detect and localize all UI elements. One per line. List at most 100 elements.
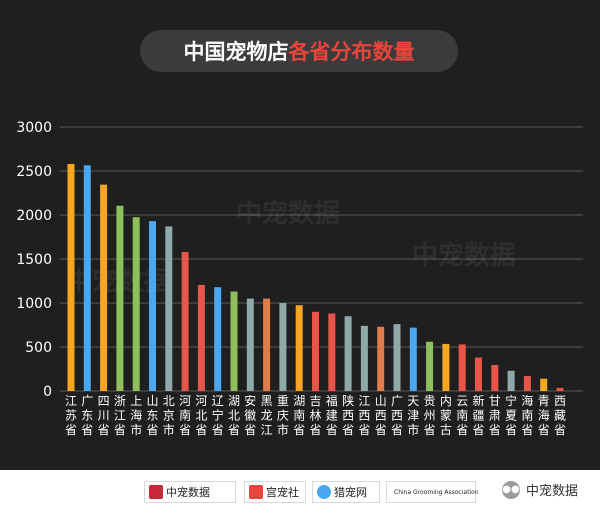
y-tick-label: 1000 bbox=[16, 296, 52, 312]
x-category-label-char: 省 bbox=[65, 423, 77, 437]
bar bbox=[409, 327, 417, 391]
y-tick-label: 500 bbox=[25, 340, 52, 356]
x-category-label-char: 上 bbox=[130, 394, 142, 408]
bar bbox=[83, 165, 91, 391]
x-category-label-char: 山 bbox=[375, 394, 387, 408]
x-category-label-char: 建 bbox=[326, 409, 338, 423]
bar bbox=[100, 184, 108, 391]
grid-layer bbox=[60, 126, 583, 392]
bar bbox=[426, 341, 434, 391]
gongchongshe-mark-icon bbox=[249, 485, 263, 499]
x-category-label-char: 山 bbox=[146, 394, 158, 408]
x-category-label-char: 南 bbox=[521, 408, 533, 423]
x-category-label-char: 省 bbox=[472, 423, 484, 437]
bar bbox=[540, 378, 548, 391]
x-category-label-char: 北 bbox=[195, 409, 207, 423]
x-category-label-char: 辽 bbox=[212, 394, 224, 408]
logo-text: China Grooming Association bbox=[394, 488, 479, 496]
bar bbox=[132, 217, 140, 391]
x-category-label-char: 云 bbox=[456, 394, 468, 408]
bar bbox=[181, 251, 189, 391]
y-tick-label: 2000 bbox=[16, 208, 52, 224]
bar bbox=[360, 325, 368, 391]
x-category-label-char: 省 bbox=[521, 423, 533, 437]
bar bbox=[214, 287, 222, 391]
watermark-text: 中宠数据 bbox=[236, 198, 340, 229]
x-category-label-char: 东 bbox=[81, 409, 93, 423]
logo-text: 宫宠社 bbox=[266, 486, 299, 499]
chart-title: 中国宠物店各省分布数量 bbox=[184, 40, 415, 64]
logo-grooming-association: China Grooming Association bbox=[386, 481, 479, 503]
x-category-label-char: 州 bbox=[424, 409, 436, 423]
bar bbox=[312, 311, 319, 391]
x-category-label-char: 甘 bbox=[489, 394, 501, 408]
y-tick-label: 0 bbox=[43, 384, 52, 400]
x-category-labels: 江苏省广东省四川省浙江省上海市山东省北京市河南省河北省辽宁省湖北省安徽省黑龙江重… bbox=[65, 393, 566, 437]
logo-text: 猎宠网 bbox=[334, 486, 367, 499]
bar bbox=[475, 357, 482, 391]
x-category-label-char: 西 bbox=[358, 409, 370, 423]
bar bbox=[328, 313, 336, 391]
watermark-text: 中宠数据 bbox=[412, 240, 516, 271]
x-category-label-char: 内 bbox=[440, 394, 452, 408]
bar bbox=[67, 163, 75, 391]
x-category-label-char: 湖 bbox=[228, 393, 240, 408]
x-category-label-char: 省 bbox=[358, 423, 370, 437]
x-category-label-char: 川 bbox=[98, 409, 110, 423]
bar bbox=[116, 205, 124, 391]
x-category-label-char: 古 bbox=[440, 422, 452, 437]
bar bbox=[458, 344, 466, 391]
x-category-label-char: 西 bbox=[554, 394, 566, 408]
x-category-label-char: 陕 bbox=[342, 393, 354, 408]
wechat-label: 中宠数据 bbox=[526, 484, 579, 499]
bar bbox=[279, 303, 287, 391]
x-category-label-char: 天 bbox=[407, 394, 419, 408]
zhongchong-mark-icon bbox=[149, 485, 163, 499]
title-accent: 各省分布数量 bbox=[288, 40, 415, 64]
x-category-label-char: 宁 bbox=[505, 393, 517, 408]
bar bbox=[377, 326, 385, 391]
bar bbox=[344, 316, 352, 391]
bar bbox=[523, 376, 531, 391]
x-category-label-char: 市 bbox=[163, 422, 175, 437]
x-category-label-char: 省 bbox=[391, 423, 403, 437]
x-category-label-char: 江 bbox=[114, 409, 126, 423]
x-category-label-char: 市 bbox=[130, 422, 142, 437]
logo-liechongwang: 猎宠网 bbox=[312, 481, 380, 503]
x-category-label-char: 庆 bbox=[277, 409, 289, 423]
x-category-label-char: 河 bbox=[195, 394, 207, 408]
title-pill bbox=[140, 30, 458, 72]
x-category-label-char: 省 bbox=[538, 423, 550, 437]
x-category-label-char: 广 bbox=[391, 394, 403, 408]
x-category-label-char: 省 bbox=[98, 423, 110, 437]
x-category-label-char: 省 bbox=[309, 423, 321, 437]
wechat-account: ●● 中宠数据 bbox=[502, 480, 578, 499]
x-category-label-char: 省 bbox=[179, 423, 191, 437]
x-category-label-char: 省 bbox=[489, 423, 501, 437]
y-tick-label: 2500 bbox=[16, 164, 52, 180]
logo-text: 中宠数据 bbox=[166, 486, 210, 499]
x-category-label-char: 省 bbox=[554, 423, 566, 437]
x-category-label-char: 疆 bbox=[472, 409, 484, 423]
x-category-label-char: 南 bbox=[179, 408, 191, 423]
x-category-label-char: 肃 bbox=[489, 409, 501, 423]
x-category-label-char: 徽 bbox=[244, 408, 256, 423]
x-category-label-char: 蒙 bbox=[440, 409, 452, 423]
bar bbox=[393, 324, 401, 391]
x-category-label-char: 海 bbox=[130, 408, 142, 423]
bar bbox=[197, 284, 205, 391]
x-category-label-char: 浙 bbox=[114, 394, 126, 408]
bar bbox=[230, 291, 238, 391]
x-category-label-char: 省 bbox=[228, 423, 240, 437]
x-category-label-char: 省 bbox=[505, 423, 517, 437]
x-category-label-char: 苏 bbox=[65, 409, 77, 423]
x-category-label-char: 安 bbox=[244, 393, 256, 408]
x-category-label-char: 省 bbox=[456, 423, 468, 437]
x-category-label-char: 京 bbox=[163, 409, 175, 423]
x-category-label-char: 河 bbox=[179, 394, 191, 408]
x-category-label-char: 贵 bbox=[424, 394, 436, 408]
x-category-label-char: 福 bbox=[326, 393, 338, 408]
x-category-label-char: 北 bbox=[163, 394, 175, 408]
